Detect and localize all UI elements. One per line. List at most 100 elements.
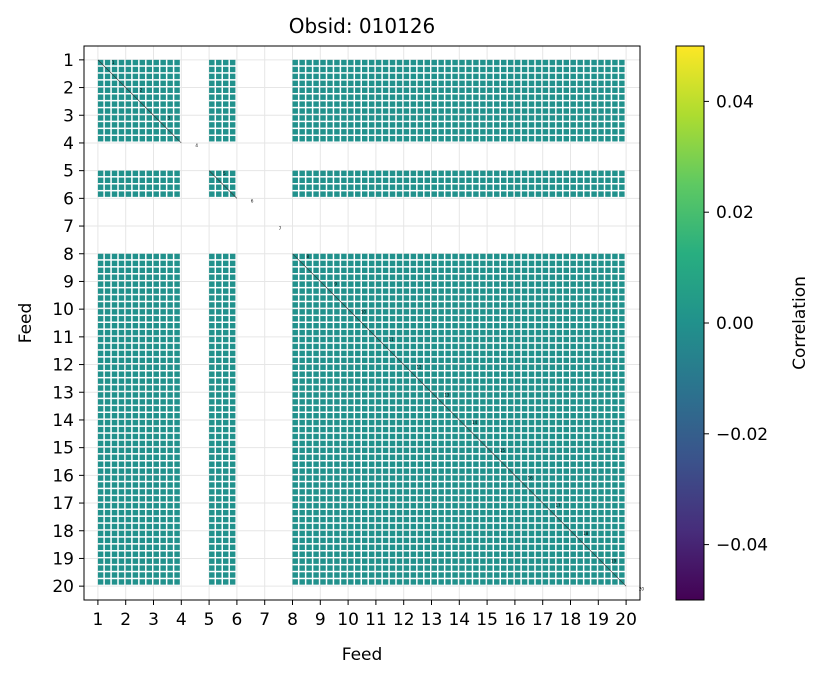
cell-sample [570, 87, 576, 93]
cell-sample [146, 281, 152, 287]
cell-sample [396, 413, 403, 419]
cell-sample [216, 191, 222, 197]
cell-sample [549, 378, 556, 384]
cell-sample [438, 295, 444, 301]
cell-sample [146, 406, 152, 412]
colorbar-ticks: 0.040.020.00−0.02−0.04 [704, 92, 768, 556]
cell-sample [605, 530, 611, 537]
cell-sample [375, 406, 382, 412]
cell-sample [473, 419, 479, 426]
cell-sample [514, 129, 521, 135]
cell-sample [229, 392, 236, 398]
cell-sample [292, 302, 298, 308]
cell-sample [514, 122, 521, 128]
cell-sample [327, 399, 333, 405]
cell-sample [619, 343, 625, 350]
cell-sample [521, 565, 528, 571]
cell-sample [563, 281, 569, 287]
cell-sample [146, 316, 152, 322]
cell-sample [167, 295, 173, 301]
cell-sample [563, 316, 569, 322]
cell-sample [97, 309, 104, 315]
cell-sample [445, 343, 451, 350]
cell-sample [334, 419, 340, 426]
cell-sample [556, 177, 563, 183]
cell-12-16 [514, 364, 542, 391]
cell-sample [306, 537, 312, 544]
cell-sample [299, 177, 305, 183]
cell-sample [396, 274, 403, 280]
cell-sample [563, 447, 569, 454]
cell-sample [132, 357, 139, 364]
cell-sample [403, 392, 410, 398]
cell-sample [313, 468, 319, 474]
cell-sample [97, 288, 104, 294]
cell-sample [334, 378, 340, 384]
cell-sample [216, 537, 222, 544]
cell-sample [167, 413, 173, 419]
cell-sample [466, 496, 472, 502]
cell-sample [132, 579, 139, 585]
cell-sample [292, 288, 298, 294]
cell-sample [570, 364, 576, 370]
cell-sample [368, 350, 375, 357]
cell-sample [410, 115, 417, 121]
cell-sample [375, 66, 382, 73]
cell-sample [174, 433, 180, 440]
cell-sample [584, 80, 590, 87]
cell-sample [549, 371, 556, 377]
cell-sample [473, 509, 479, 516]
cell-sample [584, 503, 590, 509]
cell-sample [362, 565, 368, 571]
cell-sample [459, 565, 465, 571]
cell-sample [125, 523, 132, 530]
cell-2-16 [514, 87, 542, 114]
cell-sample [125, 454, 132, 460]
cell-sample [348, 406, 354, 412]
cell-sample [174, 523, 180, 530]
cell-sample [438, 73, 444, 80]
cell-18-17 [542, 530, 569, 557]
cell-1-12 [403, 59, 430, 87]
cell-sample [438, 516, 444, 523]
cell-sample [216, 94, 222, 100]
cell-sample [292, 454, 298, 460]
cell-sample [487, 565, 493, 571]
cell-sample [320, 461, 326, 467]
cell-sample [598, 66, 604, 73]
cell-sample [292, 170, 298, 177]
cell-sample [570, 80, 576, 87]
cell-sample [153, 316, 159, 322]
cell-sample [584, 108, 590, 114]
cell-sample [501, 406, 507, 412]
cell-8-3 [153, 253, 180, 280]
cell-sample [362, 136, 368, 142]
cell-sample [355, 385, 361, 391]
cell-19-12 [403, 558, 430, 585]
cell-sample [438, 447, 444, 454]
cell-sample [466, 274, 472, 280]
cell-sample [139, 94, 146, 100]
cell-sample [355, 406, 361, 412]
cell-sample [480, 267, 486, 274]
cell-sample [368, 281, 375, 287]
cell-sample [320, 108, 326, 114]
cell-9-15 [487, 281, 514, 308]
cell-sample [535, 503, 542, 509]
cell-sample [535, 399, 542, 405]
cell-sample [542, 191, 549, 197]
cell-sample [139, 281, 146, 287]
cell-sample [577, 267, 583, 274]
cell-sample [320, 260, 326, 267]
cell-sample [403, 489, 410, 495]
cell-sample [368, 122, 375, 128]
cell-sample [327, 59, 333, 66]
cell-sample [424, 551, 430, 557]
cell-sample [341, 267, 347, 274]
cell-sample [612, 191, 618, 197]
cell-sample [514, 364, 521, 370]
cell-sample [313, 316, 319, 322]
cell-sample [528, 87, 535, 93]
cell-sample [556, 558, 563, 564]
cell-sample [348, 59, 354, 66]
